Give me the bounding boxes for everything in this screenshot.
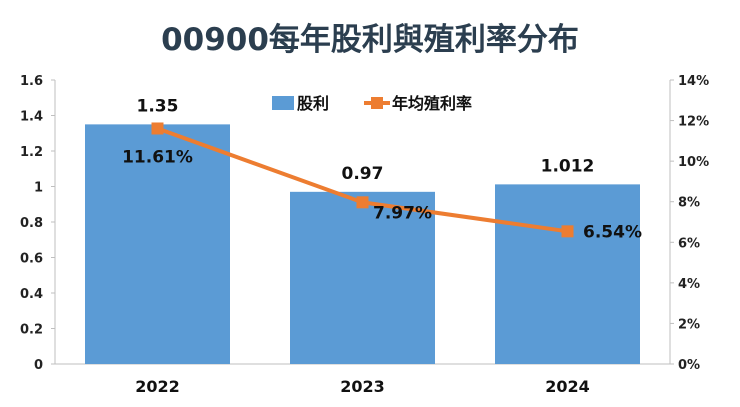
bar-data-label: 1.35 — [137, 96, 179, 116]
bar-2024 — [495, 184, 640, 364]
right-tick-label: 12% — [678, 115, 709, 130]
left-tick-label: 0.8 — [20, 216, 43, 231]
bar-2023 — [290, 191, 435, 364]
right-tick-label: 4% — [678, 277, 700, 292]
x-tick-label: 2024 — [545, 377, 590, 396]
right-tick-label: 8% — [678, 196, 700, 211]
legend-swatch-yield-marker — [371, 97, 383, 109]
legend-swatch-dividend — [272, 96, 294, 110]
bar-data-label: 0.97 — [342, 164, 384, 184]
yield-marker-2022 — [151, 122, 164, 135]
legend-label-yield: 年均殖利率 — [392, 94, 472, 113]
left-tick-label: 1.6 — [20, 74, 43, 89]
right-tick-label: 14% — [678, 74, 709, 89]
left-tick-label: 1 — [34, 181, 43, 196]
yield-data-label: 6.54% — [583, 222, 642, 242]
left-tick-label: 0.6 — [20, 252, 43, 267]
legend-label-dividend: 股利 — [297, 94, 329, 113]
x-tick-label: 2023 — [340, 377, 385, 396]
bar-2022 — [85, 124, 230, 364]
right-tick-label: 2% — [678, 317, 700, 332]
left-tick-label: 1.2 — [20, 145, 43, 160]
x-tick-label: 2022 — [135, 377, 180, 396]
left-tick-label: 0.2 — [20, 323, 43, 338]
right-tick-label: 0% — [678, 358, 700, 373]
yield-marker-2024 — [561, 225, 574, 238]
yield-data-label: 7.97% — [373, 203, 432, 223]
bar-data-label: 1.012 — [541, 156, 595, 176]
left-tick-label: 0.4 — [20, 287, 43, 302]
yield-marker-2023 — [356, 196, 369, 209]
left-tick-label: 1.4 — [20, 110, 43, 125]
chart-title: 00900每年股利與殖利率分布 — [161, 22, 579, 58]
right-tick-label: 10% — [678, 155, 709, 170]
yield-data-label: 11.61% — [122, 147, 193, 167]
left-tick-label: 0 — [34, 358, 43, 373]
right-tick-label: 6% — [678, 236, 700, 251]
